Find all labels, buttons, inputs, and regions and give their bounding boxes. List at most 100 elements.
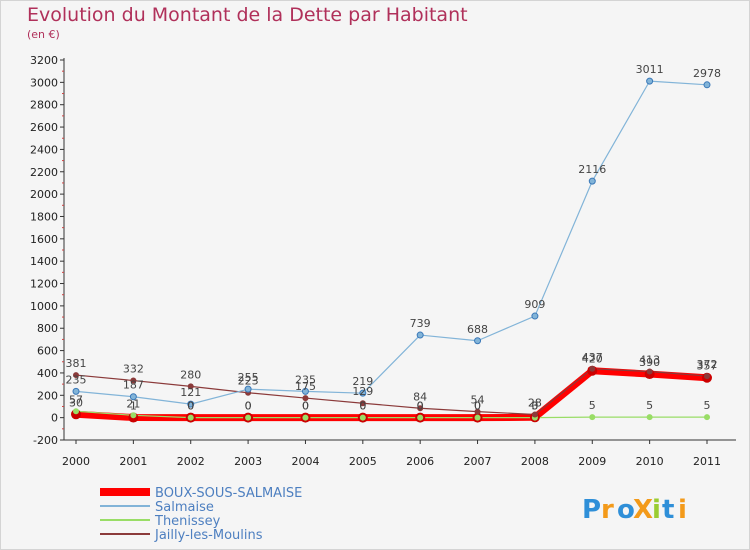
data-label: 0 [359,400,366,413]
data-label: 0 [474,400,481,413]
x-tick-label: 2002 [177,455,205,468]
logo-letter: P [582,495,601,525]
series-line [75,368,708,416]
y-tick-label: 1400 [30,255,58,268]
data-label: 280 [180,368,201,381]
data-point [244,385,252,393]
data-label: 0 [417,400,424,413]
data-label: 357 [697,360,718,373]
x-tick-label: 2008 [521,455,549,468]
data-point [704,414,710,421]
legend-label: BOUX-SOUS-SALMAISE [155,486,302,501]
y-tick-label: 1800 [30,210,58,223]
data-label: 0 [302,400,309,413]
data-label: 688 [467,323,488,336]
data-label: 0 [245,400,252,413]
logo-letter: X [633,495,653,525]
x-tick-label: 2001 [119,455,147,468]
data-label: 57 [69,393,83,406]
data-point [129,393,137,401]
data-point [588,177,596,185]
data-label: 3011 [636,63,664,76]
x-tick-label: 2007 [464,455,492,468]
y-tick-label: 2600 [30,121,58,134]
data-point [245,414,252,421]
axes [60,58,736,444]
data-point [417,414,424,421]
data-point [531,411,538,418]
series-line [75,80,708,405]
y-tick-label: 2200 [30,166,58,179]
data-point [359,389,367,397]
data-label: 0 [531,400,538,413]
data-label: 223 [238,375,259,388]
data-label: 219 [352,375,373,388]
y-tick-label: 3000 [30,76,58,89]
series-line [75,367,708,422]
y-tick-label: 1000 [30,300,58,313]
x-tick-label: 2004 [291,455,319,468]
data-point [646,368,653,375]
data-label: 0 [245,400,252,413]
data-label: 2978 [693,67,721,80]
data-label: 0 [187,400,194,413]
series-lines [75,80,708,422]
data-label: 84 [413,390,427,403]
data-label: 381 [66,357,87,370]
series-line [75,410,707,419]
data-point [302,395,309,402]
data-point [130,412,137,419]
x-tick-label: 2010 [636,455,664,468]
x-tick-label: 2009 [578,455,606,468]
data-point [474,408,481,415]
legend-label: Jailly-les-Moulins [154,528,263,543]
y-tick-label: 1200 [30,278,58,291]
data-label: 175 [295,380,316,393]
data-point [187,400,195,408]
data-label: 129 [352,385,373,398]
data-point [187,383,194,390]
data-label: 420 [582,353,603,366]
logo-letter: i [652,495,661,525]
data-label: 372 [697,358,718,371]
data-point [302,414,309,421]
data-label: 21 [126,397,140,410]
data-point [301,387,309,395]
data-label: 5 [646,399,653,412]
chart-title: Evolution du Montant de la Dette par Hab… [27,4,468,26]
logo-letter: o [617,495,635,525]
x-tick-label: 2005 [349,455,377,468]
data-label: 413 [639,353,660,366]
data-label: 30 [69,396,83,409]
data-label: 332 [123,363,144,376]
x-tick-label: 2011 [693,455,721,468]
data-label: 0 [302,400,309,413]
y-tick-label: 800 [37,322,58,335]
data-label: 28 [528,397,542,410]
data-label: 255 [238,371,259,384]
y-tick-label: 3200 [30,54,58,67]
data-label: 1 [130,400,137,413]
data-point [589,365,596,372]
data-point [531,312,539,320]
data-label: 0 [417,400,424,413]
logo-letter: i [678,495,687,525]
y-tick-label: 600 [37,345,58,358]
y-tick-label: -200 [33,434,58,447]
data-label: 3 [531,399,538,412]
y-tick-label: 2400 [30,143,58,156]
y-tick-label: 2800 [30,99,58,112]
data-label: 54 [471,394,485,407]
data-label: 235 [295,373,316,386]
data-point [474,414,481,421]
legend: BOUX-SOUS-SALMAISESalmaiseThenisseyJaill… [100,486,302,543]
x-tick-label: 2000 [62,455,90,468]
y-tick-label: 400 [37,367,58,380]
data-point [646,77,654,85]
y-tick-label: 1600 [30,233,58,246]
data-point [359,414,366,421]
logo-letter: t [662,495,674,525]
